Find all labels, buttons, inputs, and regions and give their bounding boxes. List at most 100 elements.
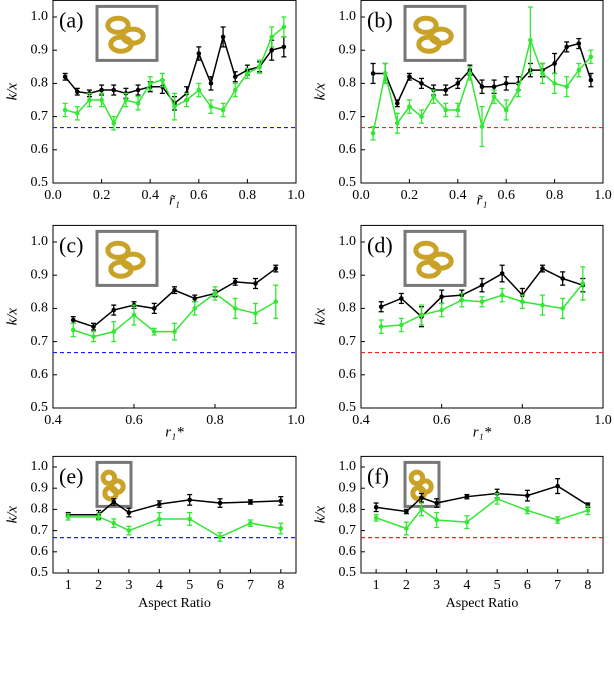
data-point — [160, 77, 165, 83]
data-point — [479, 124, 485, 129]
inset-shape — [100, 469, 118, 487]
data-point — [111, 329, 117, 334]
y-tick-label: 0.9 — [339, 267, 357, 282]
y-tick-label: 0.8 — [31, 502, 49, 517]
data-point — [111, 307, 117, 313]
data-point — [220, 107, 226, 113]
y-tick-label: 1.0 — [339, 234, 357, 249]
data-point — [135, 101, 141, 106]
data-point — [479, 282, 485, 288]
y-tick-label: 0.9 — [339, 42, 357, 57]
y-tick-label: 0.5 — [31, 565, 49, 580]
y-tick-label: 0.8 — [339, 502, 357, 517]
x-tick-label: 0.6 — [125, 413, 143, 428]
data-point — [126, 510, 132, 515]
panel-label: (b) — [367, 7, 393, 32]
data-point — [404, 509, 409, 514]
data-point — [187, 497, 192, 503]
data-point — [560, 306, 565, 311]
data-point — [65, 514, 71, 520]
y-tick-label: 0.5 — [339, 400, 357, 415]
data-point — [273, 266, 279, 271]
y-tick-label: 1.0 — [339, 9, 357, 24]
x-tick-label: 2 — [95, 578, 102, 593]
data-point — [253, 281, 258, 286]
data-point — [434, 517, 439, 523]
data-point — [278, 526, 284, 531]
data-point — [111, 120, 117, 126]
data-point — [273, 299, 279, 305]
data-point — [151, 306, 157, 311]
x-axis-label: r₁* — [473, 424, 492, 440]
x-tick-label: 2 — [403, 578, 410, 593]
data-point — [434, 500, 439, 506]
data-point — [455, 81, 461, 86]
y-tick-label: 0.6 — [339, 367, 357, 382]
data-point — [503, 107, 509, 113]
plot-frame — [52, 455, 297, 574]
data-point — [245, 71, 250, 76]
y-tick-label: 0.9 — [31, 480, 49, 495]
x-tick-label: 0.8 — [239, 188, 257, 203]
data-point — [220, 34, 226, 40]
y-tick-label: 0.5 — [339, 565, 357, 580]
x-tick-label: 0.8 — [206, 413, 224, 428]
data-point — [212, 291, 218, 296]
x-tick-label: 5 — [186, 578, 193, 593]
x-tick-label: 3 — [125, 578, 132, 593]
data-point — [248, 520, 253, 526]
x-tick-label: 0.4 — [352, 413, 370, 428]
y-tick-label: 0.6 — [339, 544, 357, 559]
data-point — [157, 516, 162, 522]
y-tick-label: 0.6 — [31, 142, 49, 157]
data-point — [151, 329, 157, 334]
y-tick-label: 0.8 — [339, 301, 357, 316]
x-tick-label: 1 — [65, 578, 72, 593]
y-tick-label: 1.0 — [31, 9, 49, 24]
y-tick-label: 1.0 — [31, 459, 49, 474]
data-point — [560, 276, 565, 281]
data-point — [419, 507, 424, 512]
plot-frame — [52, 224, 297, 409]
data-point — [75, 89, 80, 94]
y-tick-label: 0.7 — [339, 334, 357, 349]
data-point — [399, 296, 404, 301]
data-point — [588, 77, 594, 83]
x-tick-label: 0.2 — [93, 188, 111, 203]
data-point — [184, 97, 189, 103]
y-tick-label: 0.6 — [31, 544, 49, 559]
data-point — [395, 101, 400, 106]
data-point — [580, 281, 586, 286]
data-point — [395, 120, 400, 126]
data-point — [248, 499, 253, 505]
x-axis-label: Aspect Ratio — [138, 596, 211, 611]
data-point — [525, 493, 530, 498]
x-tick-label: 1.0 — [287, 413, 305, 428]
y-tick-label: 0.9 — [339, 480, 357, 495]
panel-label: (a) — [59, 7, 83, 32]
data-point — [253, 311, 258, 316]
y-tick-label: 0.8 — [31, 301, 49, 316]
y-tick-label: 0.6 — [31, 367, 49, 382]
data-point — [99, 97, 104, 103]
data-point — [91, 324, 96, 329]
panel-label: (f) — [367, 463, 389, 488]
data-point — [443, 107, 449, 113]
x-tick-label: 1.0 — [594, 413, 612, 428]
y-tick-label: 0.9 — [31, 42, 49, 57]
data-point — [555, 517, 560, 523]
x-tick-label: 7 — [247, 578, 254, 593]
inset-shape — [416, 259, 442, 279]
data-point — [540, 266, 545, 271]
inset-shape — [413, 240, 439, 260]
data-point — [499, 271, 505, 276]
inset-shape — [410, 484, 427, 502]
data-point — [232, 87, 238, 93]
y-tick-label: 1.0 — [339, 459, 357, 474]
data-point — [232, 306, 238, 311]
y-tick-label: 0.7 — [31, 334, 49, 349]
x-axis-label: r̃₁ — [476, 192, 487, 208]
x-tick-label: 0.8 — [514, 413, 532, 428]
data-point — [585, 508, 591, 513]
panel-label: (c) — [59, 232, 83, 257]
